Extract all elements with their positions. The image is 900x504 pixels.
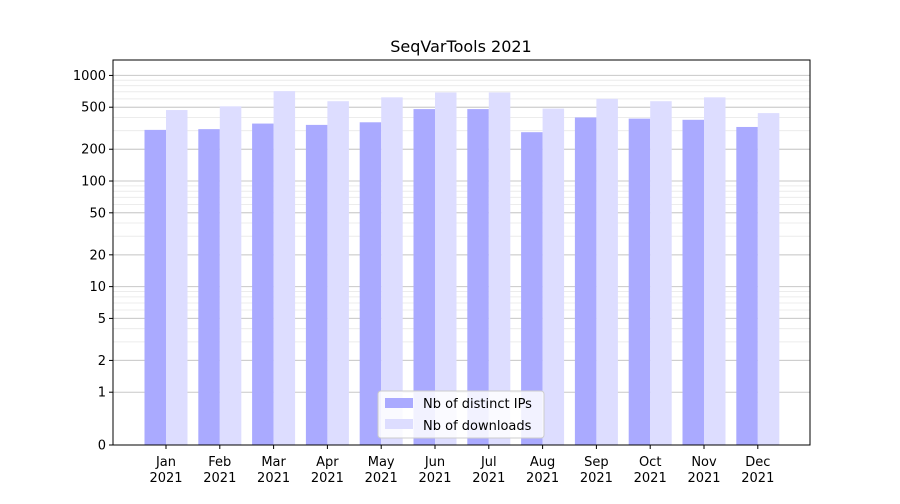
x-tick-label: Dec 2021	[741, 455, 774, 486]
bar-distinct-ips	[198, 129, 220, 445]
bar-distinct-ips	[144, 129, 166, 445]
bar-distinct-ips	[628, 118, 651, 446]
bar-distinct-ips	[574, 117, 597, 445]
y-tick-label: 200	[81, 143, 106, 158]
x-axis: Jan 2021 Feb 2021 Mar 2021 Apr 2021 May 2021 Jun 20…	[149, 445, 774, 486]
bar-downloads	[757, 113, 780, 446]
x-tick-label: Feb 2021	[203, 455, 236, 486]
bar-downloads	[166, 110, 188, 446]
x-tick-label: Apr 2021	[311, 455, 344, 486]
y-tick-label: 20	[89, 248, 106, 263]
y-tick-label: 10	[89, 280, 106, 295]
x-tick-label: Oct 2021	[634, 455, 667, 486]
legend-swatch-downloads	[385, 419, 413, 429]
bar-downloads	[327, 101, 349, 446]
y-axis: 0 1 2 5 10 20 50 100 200 500 1000	[73, 69, 113, 454]
x-tick-label: Sep 2021	[580, 455, 613, 486]
bar-downloads	[273, 91, 296, 446]
legend-box	[377, 390, 545, 439]
x-tick-label: Nov 2021	[687, 455, 720, 486]
y-tick-label: 500	[81, 101, 106, 116]
legend-label-distinct-ips: Nb of distinct IPs	[423, 397, 532, 412]
y-tick-label: 50	[89, 206, 106, 221]
x-tick-label: Jul 2021	[472, 455, 505, 486]
y-tick-label: 100	[81, 175, 106, 190]
legend: Nb of distinct IPs Nb of downloads	[377, 390, 545, 439]
bar-distinct-ips	[736, 126, 758, 445]
bar-downloads	[650, 101, 672, 446]
bar-downloads	[488, 92, 511, 445]
bar-downloads	[542, 108, 565, 446]
x-tick-label: Aug 2021	[526, 455, 559, 486]
bar-downloads	[704, 97, 726, 446]
y-tick-label: 1	[98, 386, 106, 401]
bar-distinct-ips	[682, 119, 704, 445]
bar-downloads	[381, 97, 403, 446]
bar-downloads	[435, 92, 457, 445]
bar-distinct-ips	[359, 122, 382, 445]
x-tick-label: Jun 2021	[418, 455, 451, 486]
bar-distinct-ips	[521, 132, 543, 446]
bar-downloads	[596, 98, 618, 445]
x-tick-label: Mar 2021	[257, 455, 290, 486]
bar-distinct-ips	[467, 109, 489, 446]
bar-distinct-ips	[413, 109, 435, 446]
bar-distinct-ips	[305, 124, 328, 445]
y-tick-label: 2	[98, 354, 106, 369]
bar-distinct-ips	[252, 123, 274, 446]
y-tick-label: 1000	[73, 69, 106, 84]
x-tick-label: Jan 2021	[149, 455, 182, 486]
bars	[144, 91, 780, 446]
legend-swatch-distinct-ips	[385, 398, 413, 408]
bar-downloads	[219, 106, 242, 445]
chart-title: SeqVarTools 2021	[390, 37, 531, 56]
plot-frame	[112, 59, 811, 446]
legend-label-downloads: Nb of downloads	[423, 419, 532, 434]
y-tick-label: 0	[98, 439, 106, 454]
y-tick-label: 5	[98, 312, 106, 327]
x-tick-label: May 2021	[365, 455, 398, 486]
